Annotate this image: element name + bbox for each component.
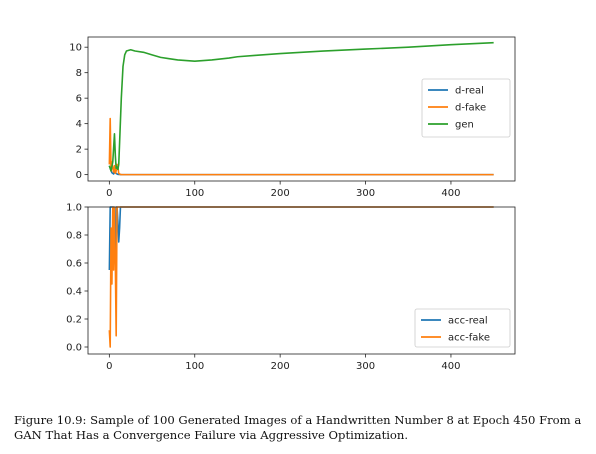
legend-label-gen: gen [455,120,474,131]
y-tick-label: 0 [76,170,82,181]
y-tick-label: 1.0 [66,203,82,214]
legend-label-d-fake: d-fake [455,103,486,114]
y-tick-label: 0.4 [66,287,82,298]
y-tick-label: 0.6 [66,259,82,270]
series-line-d-real [108,165,494,176]
x-tick-label: 200 [271,361,290,372]
x-tick-label: 400 [441,188,460,199]
x-tick-label: 300 [356,361,375,372]
plot-frame [87,206,516,355]
y-tick-label: 10 [69,43,82,54]
y-tick-label: 0.0 [66,343,82,354]
plot-frame [87,36,516,182]
x-tick-label: 0 [106,361,112,372]
figure-caption: Figure 10.9: Sample of 100 Generated Ima… [14,413,582,442]
x-tick-label: 100 [185,361,204,372]
x-tick-label: 100 [185,188,204,199]
figure: 0 100 200 300 400 0 2 4 6 8 10 d-real d-fake gen 0 1… [66,36,516,372]
y-tick-label: 6 [76,94,82,105]
chart-bottom-accuracy: 0 100 200 300 400 0.0 0.2 0.4 0.6 0.8 1.0 acc-rea… [66,203,516,372]
legend-label-d-real: d-real [455,86,484,97]
x-tick-label: 300 [356,188,375,199]
legend-box [421,78,511,138]
y-tick-label: 0.2 [66,315,82,326]
chart-top-losses: 0 100 200 300 400 0 2 4 6 8 10 d-real d-fake gen [69,36,516,199]
legend-label-acc-fake: acc-fake [448,333,490,344]
y-tick-label: 0.8 [66,231,82,242]
legend-label-acc-real: acc-real [448,316,488,327]
series-line-acc-real [108,206,494,271]
y-tick-label: 2 [76,145,82,156]
series-line-gen [108,41,494,172]
x-tick-label: 0 [106,188,112,199]
x-tick-label: 400 [441,361,460,372]
y-tick-label: 4 [76,119,82,130]
series-line-d-fake [108,117,494,176]
y-tick-label: 8 [76,68,82,79]
x-tick-label: 200 [271,188,290,199]
